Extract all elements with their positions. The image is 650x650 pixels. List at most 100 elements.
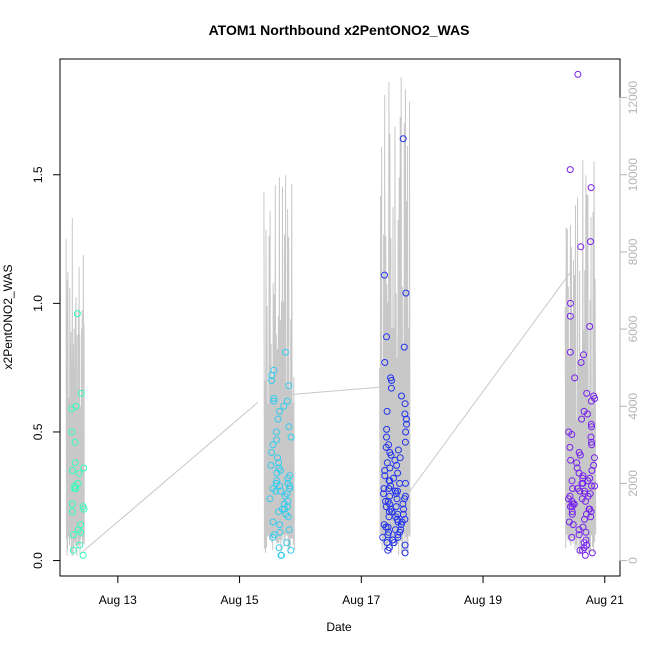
data-point [394, 531, 402, 539]
data-point [388, 508, 396, 516]
data-point [580, 351, 587, 359]
data-point [568, 510, 576, 518]
data-point [274, 415, 282, 423]
data-point [582, 497, 589, 505]
data-point [278, 551, 285, 559]
data-point [269, 441, 277, 449]
data-point [273, 469, 281, 477]
x-tick-label: Aug 17 [342, 593, 380, 607]
data-point [587, 420, 595, 428]
data-point [69, 546, 77, 554]
data-point [582, 528, 590, 536]
data-point [387, 451, 395, 459]
data-point [591, 482, 599, 490]
y2-tick-label: 4000 [626, 393, 640, 420]
y2-tick-label: 6000 [626, 315, 640, 342]
data-point [380, 485, 388, 492]
data-point [283, 539, 291, 547]
data-point [388, 377, 395, 384]
data-point [568, 431, 576, 438]
data-point [73, 310, 81, 318]
data-point [587, 184, 595, 192]
y2-tick-label: 10000 [626, 158, 640, 192]
data-point [273, 477, 281, 485]
data-point [386, 492, 394, 500]
data-point [568, 477, 576, 485]
data-point [587, 397, 595, 405]
data-point [268, 371, 276, 379]
data-point [568, 503, 576, 511]
data-point [267, 461, 275, 469]
y-axis: 0.0 0.5 1.0 1.5 [31, 166, 61, 569]
data-point [567, 456, 575, 464]
data-point [275, 459, 283, 467]
data-point [392, 503, 400, 511]
data-point [72, 485, 80, 492]
data-point [588, 438, 595, 446]
data-point [566, 348, 574, 356]
data-point [402, 428, 410, 436]
data-point [281, 348, 289, 356]
data-point [402, 415, 410, 423]
data-point [402, 479, 409, 487]
data-point [577, 359, 585, 366]
y2-tick-label: 2000 [626, 470, 640, 497]
x-tick-label: Aug 19 [464, 593, 502, 607]
x-axis: Aug 13 Aug 15 Aug 17 Aug 19 Aug 21 [99, 575, 624, 607]
y2-tick-label: 12000 [626, 81, 640, 115]
data-point [400, 505, 408, 513]
data-point [399, 500, 407, 508]
data-point [587, 513, 595, 521]
data-point [281, 505, 288, 513]
data-point [68, 508, 76, 516]
data-point [285, 526, 293, 534]
data-points [68, 70, 599, 559]
data-point [266, 495, 274, 503]
data-point [568, 533, 576, 541]
trace-connector [288, 386, 383, 396]
data-point [392, 490, 400, 498]
data-point [274, 454, 282, 462]
data-point [80, 505, 88, 513]
data-point [384, 546, 392, 554]
data-point [381, 467, 389, 474]
data-point [398, 392, 405, 400]
data-point [399, 135, 407, 143]
data-point [381, 271, 388, 279]
altitude-trace [65, 77, 597, 557]
data-point [571, 374, 579, 382]
data-point [387, 384, 395, 392]
data-point [379, 533, 387, 541]
data-point [385, 513, 393, 521]
data-point [276, 407, 283, 415]
data-point [269, 533, 277, 541]
data-point [76, 541, 84, 549]
data-point [566, 166, 574, 174]
data-point [272, 428, 280, 436]
trace-burst [564, 160, 597, 556]
data-point [573, 459, 581, 467]
data-point [382, 443, 390, 451]
data-point [566, 443, 574, 451]
data-point [576, 451, 584, 459]
trace-connector [80, 402, 259, 554]
data-point [567, 299, 574, 307]
data-point [283, 397, 291, 405]
data-point [401, 410, 409, 418]
data-point [587, 238, 594, 246]
data-point [579, 472, 587, 480]
data-point [401, 541, 409, 549]
plot-frame [59, 58, 621, 577]
y2-tick-label: 8000 [626, 238, 640, 265]
data-point [390, 539, 398, 547]
data-point [569, 521, 577, 529]
data-point [276, 482, 284, 490]
data-point [383, 333, 390, 341]
data-point [277, 487, 285, 495]
x-tick-label: Aug 15 [221, 593, 259, 607]
data-point [576, 546, 584, 554]
x-axis-title: Date [326, 620, 352, 634]
data-point [71, 438, 79, 446]
data-point [584, 410, 591, 418]
